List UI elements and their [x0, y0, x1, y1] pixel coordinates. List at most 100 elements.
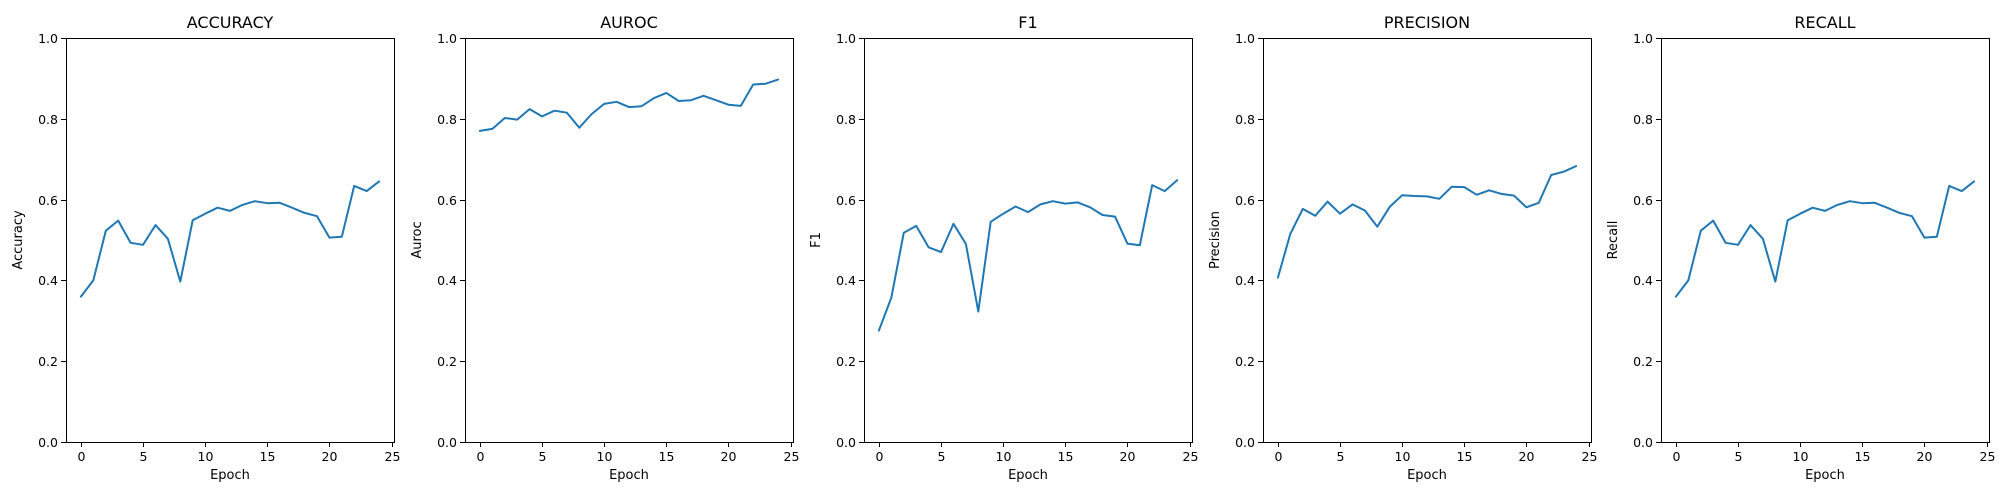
f1-data-point [1101, 214, 1103, 216]
auroc-data-point [653, 97, 655, 99]
recall-data-point [1836, 204, 1838, 206]
precision-data-point [1314, 215, 1316, 217]
recall-data-point [1874, 202, 1876, 204]
precision-data-point [1364, 209, 1366, 211]
auroc-x-tick-label: 25 [784, 449, 800, 464]
f1-data-point [1139, 244, 1141, 246]
auroc-data-point [528, 108, 530, 110]
auroc-data-point [702, 95, 704, 97]
auroc-x-tick-label: 10 [597, 449, 613, 464]
accuracy-data-point [179, 280, 181, 282]
auroc-x-tick-label: 0 [477, 449, 485, 464]
accuracy-x-tick-label: 15 [260, 449, 276, 464]
recall-data-point [1886, 207, 1888, 209]
f1-data-point [1014, 205, 1016, 207]
accuracy-title: ACCURACY [187, 13, 274, 32]
accuracy-data-point [105, 230, 107, 232]
recall-series-line [1674, 180, 1976, 298]
recall-data-point [1762, 238, 1764, 240]
precision-data-point [1401, 194, 1403, 196]
f1-y-axis-label: F1 [809, 232, 824, 248]
accuracy-panel: ACCURACY 0 5 10 15 20 25 0.0 0.2 0.4 0.6 0.8 1.0 Epoc… [11, 13, 400, 483]
recall-data-point [1700, 230, 1702, 232]
f1-y-tick-label: 0.0 [836, 435, 856, 450]
precision-data-point [1438, 198, 1440, 200]
precision-y-tick-label: 1.0 [1235, 31, 1255, 46]
precision-y-tick-label: 0.6 [1235, 193, 1255, 208]
recall-data-point [1811, 207, 1813, 209]
precision-data-point [1550, 174, 1552, 176]
auroc-data-point [740, 105, 742, 107]
precision-x-tick-label: 5 [1337, 449, 1345, 464]
recall-data-point [1923, 236, 1925, 238]
f1-x-tick-label: 25 [1183, 449, 1199, 464]
f1-data-point [1089, 206, 1091, 208]
precision-data-point [1488, 189, 1490, 191]
precision-data-point [1277, 276, 1279, 278]
auroc-title: AUROC [600, 13, 658, 32]
accuracy-data-point [80, 295, 82, 297]
f1-data-point [1002, 213, 1004, 215]
precision-x-tick-label: 10 [1395, 449, 1411, 464]
auroc-data-point [516, 118, 518, 120]
accuracy-data-point [316, 215, 318, 217]
auroc-data-point [578, 127, 580, 129]
f1-data-point [940, 251, 942, 253]
accuracy-x-tick-label: 0 [78, 449, 86, 464]
recall-data-point [1948, 185, 1950, 187]
auroc-data-point [690, 99, 692, 101]
auroc-data-point [504, 117, 506, 119]
f1-y-tick-label: 1.0 [836, 31, 856, 46]
precision-data-point [1538, 202, 1540, 204]
f1-y-tick-label: 0.4 [836, 273, 856, 288]
auroc-y-tick-label: 0.0 [437, 435, 457, 450]
recall-y-tick-label: 0.0 [1633, 435, 1653, 450]
recall-data-point [1774, 280, 1776, 282]
precision-axes-frame [1263, 38, 1592, 443]
accuracy-series-line [79, 180, 381, 298]
precision-x-axis-label: Epoch [1407, 468, 1447, 483]
precision-y-tick-label: 0.4 [1235, 273, 1255, 288]
recall-data-point [1712, 219, 1714, 221]
accuracy-data-point [266, 202, 268, 204]
accuracy-data-point [291, 207, 293, 209]
precision-y-tick-label: 0.8 [1235, 112, 1255, 127]
precision-data-point [1413, 195, 1415, 197]
precision-data-point [1376, 226, 1378, 228]
recall-x-tick-label: 10 [1793, 449, 1809, 464]
auroc-data-point [603, 103, 605, 105]
recall-data-point [1961, 190, 1963, 192]
precision-data-point [1351, 203, 1353, 205]
accuracy-data-point [254, 200, 256, 202]
f1-series-line [877, 179, 1179, 332]
auroc-data-point [628, 106, 630, 108]
auroc-x-axis-label: Epoch [609, 468, 649, 483]
recall-y-tick-label: 0.8 [1633, 112, 1653, 127]
recall-data-point [1799, 213, 1801, 215]
recall-x-tick-label: 0 [1673, 449, 1681, 464]
f1-y-tick-label: 0.8 [836, 112, 856, 127]
accuracy-y-tick-label: 0.4 [38, 273, 58, 288]
recall-data-point [1737, 244, 1739, 246]
auroc-data-point [640, 105, 642, 107]
auroc-series-line [478, 78, 780, 132]
f1-data-point [1114, 215, 1116, 217]
precision-data-point [1476, 194, 1478, 196]
accuracy-data-point [303, 212, 305, 214]
accuracy-y-tick-label: 0.6 [38, 193, 58, 208]
precision-y-tick-label: 0.0 [1235, 435, 1255, 450]
f1-data-point [977, 310, 979, 312]
recall-title: RECALL [1794, 13, 1855, 32]
precision-panel: PRECISION 0 5 10 15 20 25 0.0 0.2 0.4 0.6 0.8 1.0 Epo… [1208, 13, 1597, 483]
precision-data-point [1426, 195, 1428, 197]
f1-x-tick-label: 20 [1120, 449, 1136, 464]
precision-data-point [1513, 194, 1515, 196]
auroc-y-tick-label: 1.0 [437, 31, 457, 46]
precision-data-point [1302, 208, 1304, 210]
accuracy-data-point [92, 279, 94, 281]
recall-data-point [1849, 200, 1851, 202]
recall-data-point [1861, 202, 1863, 204]
auroc-data-point [479, 130, 481, 132]
accuracy-data-point [216, 207, 218, 209]
